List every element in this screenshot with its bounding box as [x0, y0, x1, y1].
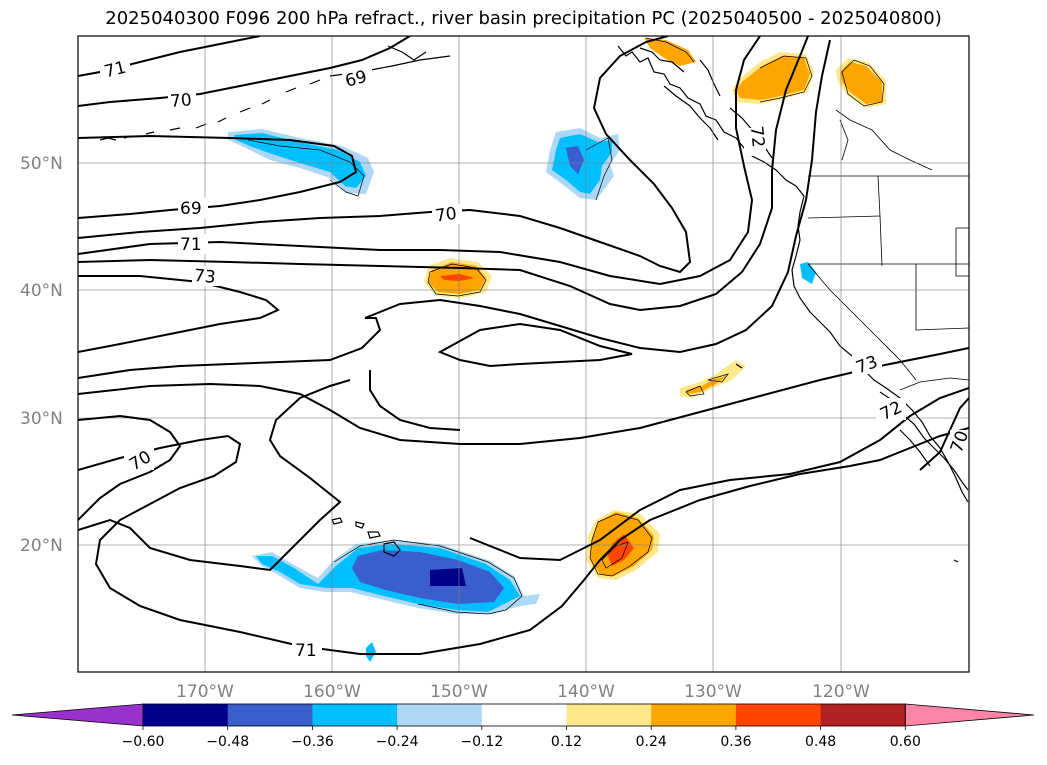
- colorbar-tick-label: 0.60: [890, 734, 921, 750]
- lat-label: 40°N: [20, 281, 63, 301]
- contour-label: 71: [295, 641, 317, 661]
- colorbar-tick-label: 0.24: [636, 734, 667, 750]
- contour-label: 73: [193, 266, 217, 288]
- colorbar-tick-label: −0.24: [376, 734, 419, 750]
- lon-label: 170°W: [176, 682, 234, 702]
- contour-label: 70: [434, 204, 458, 227]
- colorbar-tick-label: −0.48: [206, 734, 249, 750]
- fill-ne3-orange: [840, 62, 882, 104]
- fill-c-red: [440, 274, 474, 281]
- colorbar-tick-label: 0.36: [720, 734, 751, 750]
- map-plot-area: 71 70 69 69 70 71 73 72 70 73 72 70 71: [78, 36, 973, 672]
- colorbar-segment: [651, 704, 737, 726]
- fill-mid-royal: [566, 146, 584, 174]
- lon-label: 140°W: [557, 682, 615, 702]
- fill-hi-royal: [352, 550, 504, 604]
- colorbar-tick-label: −0.12: [460, 734, 503, 750]
- colorbar-segment: [312, 704, 398, 726]
- lat-label: 50°N: [20, 154, 63, 174]
- contour-label: 72: [746, 125, 768, 149]
- fill-ne1-orange: [644, 38, 696, 66]
- contour-label: 70: [169, 90, 192, 112]
- colorbar-tick-label: −0.36: [291, 734, 334, 750]
- lon-label: 120°W: [812, 682, 870, 702]
- contour-label: 69: [180, 199, 202, 219]
- lon-label: 130°W: [684, 682, 742, 702]
- lon-label: 160°W: [303, 682, 361, 702]
- colorbar-frame: [142, 703, 906, 727]
- contour-label: 70: [947, 428, 973, 455]
- lat-labels: 50°N 40°N 30°N 20°N: [20, 154, 63, 556]
- refractivity-contours: [78, 36, 969, 655]
- fill-nw-blue: [234, 133, 366, 188]
- colorbar-extend-right: [904, 703, 1035, 727]
- contour-label: 71: [180, 235, 202, 255]
- lat-label: 20°N: [20, 536, 63, 556]
- lon-labels: 170°W 160°W 150°W 140°W 130°W 120°W: [176, 682, 870, 702]
- colorbar-segment: [481, 704, 567, 726]
- fill-ne2-orange: [736, 56, 810, 100]
- colorbar-segment: [820, 704, 906, 726]
- gridlines: [78, 36, 969, 672]
- fill-hi-navy: [430, 568, 466, 586]
- colorbar-tick-label: 0.48: [805, 734, 836, 750]
- colorbar-segment: [397, 704, 483, 726]
- fill-outlines: [247, 37, 885, 615]
- colorbar-segment: [227, 704, 313, 726]
- colorbar-extend-left: [11, 703, 144, 727]
- fill-s-orange: [686, 376, 726, 394]
- colorbar-tick-label: 0.12: [551, 734, 582, 750]
- colorbar: −0.60 −0.48 −0.36 −0.24 −0.12 0.12 0.24 0.36 0.4…: [11, 703, 1035, 750]
- colorbar-segment: [566, 704, 652, 726]
- colorbar-tick-label: −0.60: [122, 734, 165, 750]
- colorbar-segment: [735, 704, 822, 726]
- political-borders: [807, 109, 969, 391]
- map-frame: [77, 35, 970, 673]
- lon-label: 150°W: [430, 682, 488, 702]
- contour-labels: 71 70 69 69 70 71 73 72 70 73 72 70 71: [100, 58, 973, 661]
- fill-hi-tiny: [366, 642, 376, 662]
- fill-ca-blue: [800, 262, 816, 284]
- map-title: 2025040300 F096 200 hPa refract., river …: [105, 8, 942, 29]
- lat-label: 30°N: [20, 409, 63, 429]
- colorbar-segment: [143, 704, 229, 726]
